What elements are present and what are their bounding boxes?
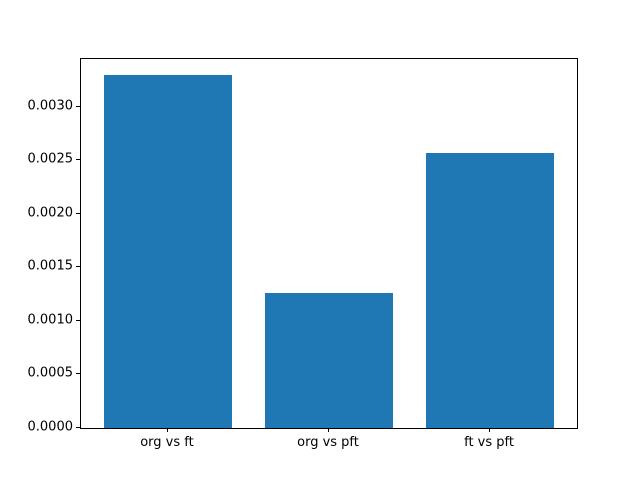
x-tick-mark [328, 428, 329, 432]
y-tick-label: 0.0005 [27, 365, 74, 381]
y-tick-mark [76, 212, 80, 214]
x-tick-mark [166, 428, 168, 432]
x-tick-label: org vs pft [297, 435, 359, 450]
y-tick-label: 0.0030 [27, 98, 74, 114]
bar [264, 293, 394, 428]
bar [425, 152, 555, 428]
y-tick-label: 0.0010 [27, 312, 74, 328]
y-tick-mark [76, 159, 80, 161]
x-tick-mark [489, 428, 491, 432]
y-tick-label: 0.0000 [27, 419, 74, 435]
y-tick-label: 0.0015 [27, 258, 74, 274]
y-tick-mark [76, 427, 80, 428]
x-tick-label: org vs ft [140, 435, 194, 450]
y-tick-mark [76, 319, 80, 321]
y-tick-label: 0.0020 [27, 205, 74, 221]
y-tick-mark [76, 105, 80, 107]
y-tick-mark [76, 373, 80, 375]
y-tick-label: 0.0025 [27, 151, 74, 167]
x-tick-label: ft vs pft [464, 435, 514, 450]
plot-area [80, 58, 578, 429]
y-tick-mark [76, 266, 80, 268]
bar [103, 74, 233, 428]
